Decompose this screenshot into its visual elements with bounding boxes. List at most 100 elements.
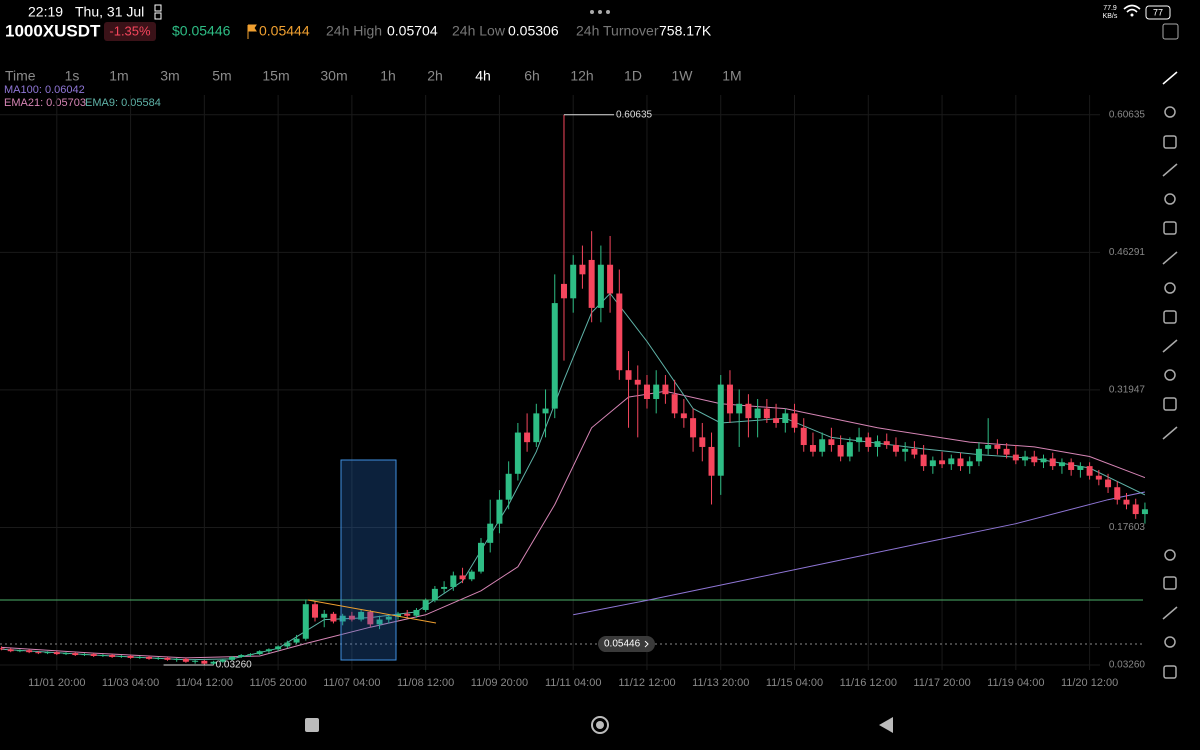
status-icon (154, 12, 162, 20)
candle-body (265, 649, 272, 652)
timeframe[interactable]: 1s (65, 68, 80, 84)
expand-icon[interactable] (1162, 23, 1179, 40)
tool-icon[interactable] (1162, 606, 1178, 620)
candle-body (1003, 448, 1010, 455)
timeframe[interactable]: 1W (672, 68, 694, 84)
candle-body (570, 264, 577, 299)
tool-icon[interactable] (1163, 221, 1177, 235)
timeframe[interactable]: 12h (570, 68, 593, 84)
tool-icon[interactable] (1162, 251, 1178, 265)
nav-home[interactable] (591, 716, 609, 734)
timeframe[interactable]: 3m (160, 68, 179, 84)
tool-icon[interactable] (1164, 193, 1176, 205)
tool-icon[interactable] (1164, 549, 1176, 561)
tool-icon[interactable] (1164, 106, 1176, 118)
candle-body (321, 613, 328, 618)
candle-body (607, 264, 614, 294)
x-tick-label: 11/16 12:00 (840, 677, 897, 689)
tool-icon[interactable] (1164, 636, 1176, 648)
candle-body (72, 653, 79, 656)
candle-body (127, 655, 134, 658)
range-box[interactable] (340, 459, 397, 661)
candle-body (219, 659, 226, 662)
nav-recent[interactable] (305, 718, 319, 732)
candle-body (708, 446, 715, 476)
candle-body (26, 650, 33, 653)
candle-body (773, 418, 780, 423)
candle-body (883, 441, 890, 446)
indicator-line (573, 491, 1146, 616)
last-price-label: 0.05446 (604, 639, 641, 650)
candle-body (275, 646, 282, 650)
tool-icon[interactable] (1162, 339, 1178, 353)
last-price-tag (598, 636, 655, 653)
x-tick-label: 11/20 12:00 (1061, 677, 1118, 689)
candle-body (35, 652, 42, 654)
timeframe[interactable]: 1D (624, 68, 642, 84)
candle-body (994, 445, 1001, 449)
symbol[interactable]: 1000XUSDT (5, 21, 101, 40)
y-tick-label: 0.17603 (1109, 522, 1146, 533)
tool-icon[interactable] (1164, 282, 1176, 294)
candle-body (699, 437, 706, 447)
timeframe[interactable]: 6h (524, 68, 540, 84)
candle-body (828, 439, 835, 446)
y-tick-label: 0.31947 (1109, 385, 1146, 396)
candle-body (63, 653, 70, 655)
wifi-icon (1123, 4, 1141, 13)
tool-icon[interactable] (1162, 426, 1178, 440)
candle-body (367, 611, 374, 625)
candle-body (745, 403, 752, 419)
trend-line[interactable] (307, 599, 437, 624)
toolbar (1162, 71, 1178, 679)
clock: 22:19 (28, 4, 63, 20)
tool-icon[interactable] (1164, 369, 1176, 381)
tool-icon[interactable] (1162, 71, 1178, 85)
timeframe[interactable]: 1h (380, 68, 396, 84)
y-tick-label: 0.03260 (1109, 660, 1146, 671)
candle-body (450, 575, 457, 587)
candle-body (957, 458, 964, 467)
timeframe[interactable]: 1M (722, 68, 741, 84)
candle-body (625, 370, 632, 380)
timeframe[interactable]: 1m (109, 68, 128, 84)
indicator-label: EMA9: 0.05584 (85, 97, 161, 109)
timeframe[interactable]: 2h (427, 68, 443, 84)
stats: 24h High 0.05704 24h Low 0.05306 24h Turnove… (326, 23, 712, 39)
candle-body (1105, 479, 1112, 488)
battery (1145, 5, 1171, 20)
x-tick-label: 11/19 04:00 (987, 677, 1044, 689)
tool-icon[interactable] (1162, 163, 1178, 177)
candle-body (293, 638, 300, 643)
tool-icon[interactable] (1163, 576, 1177, 590)
candle-body (1022, 456, 1029, 461)
candle-body (201, 660, 208, 664)
candle-body (496, 499, 503, 524)
timeframe[interactable]: 4h (475, 68, 491, 84)
nav-home[interactable] (596, 721, 604, 729)
timeframe[interactable]: 30m (320, 68, 347, 84)
timeframe[interactable]: 5m (212, 68, 231, 84)
candle-body (726, 384, 733, 414)
candle-body (256, 651, 263, 655)
dot (606, 10, 610, 14)
candle-body (302, 604, 309, 639)
tool-icon[interactable] (1163, 310, 1177, 324)
tool-icon[interactable] (1163, 665, 1177, 679)
candle-body (0, 648, 5, 650)
candle-body (524, 432, 531, 443)
candle-body (939, 460, 946, 465)
candle-body (809, 445, 816, 452)
nav-back[interactable] (879, 717, 893, 733)
timeframe[interactable]: Time (5, 68, 36, 84)
candle-body (1141, 509, 1148, 515)
flag-icon (247, 24, 257, 39)
timeframe[interactable]: 15m (262, 68, 289, 84)
x-tick-label: 11/15 04:00 (766, 677, 823, 689)
candle-body (155, 657, 162, 659)
candle-body (422, 600, 429, 610)
tool-icon[interactable] (1163, 135, 1177, 149)
low-label: 0.03260 (216, 660, 253, 671)
candle-body (404, 613, 411, 616)
tool-icon[interactable] (1163, 397, 1177, 411)
